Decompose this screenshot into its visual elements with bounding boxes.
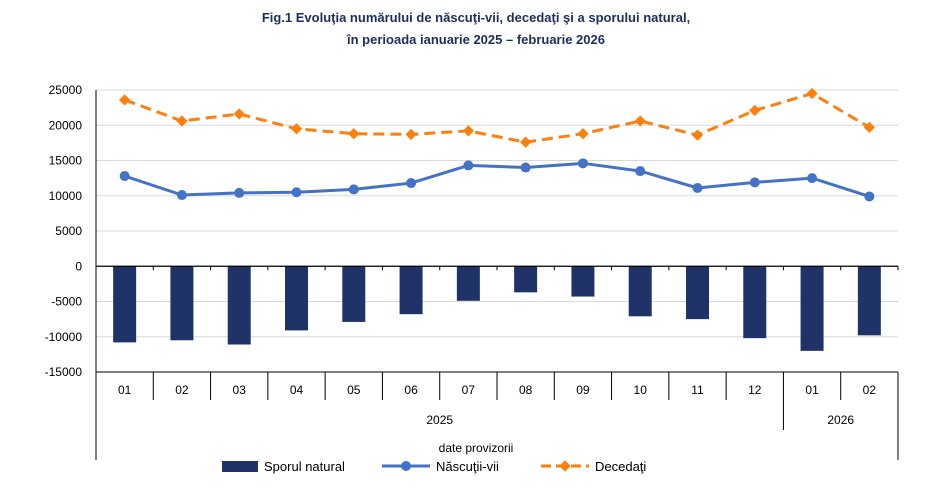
year-label: 2026 [827, 413, 854, 427]
y-tick-label: 5000 [55, 224, 82, 238]
bar [342, 266, 366, 322]
x-tick-label: 05 [347, 383, 361, 397]
data-point [119, 171, 130, 182]
y-tick-label: -15000 [45, 365, 83, 379]
data-point [691, 129, 704, 141]
data-point [463, 160, 474, 171]
x-tick-label: 03 [233, 383, 247, 397]
data-point [406, 178, 417, 189]
data-point [405, 128, 417, 141]
x-tick-label: 01 [118, 383, 132, 397]
y-tick-label: -10000 [45, 330, 83, 344]
bar [285, 266, 308, 331]
data-point [348, 128, 360, 140]
bar [170, 266, 194, 341]
chart-title: Fig.1 Evoluţia numărului de născuţi-vii,… [262, 10, 690, 25]
x-tick-label: 10 [634, 383, 648, 397]
series-line [124, 91, 871, 144]
note-label: date provizorii [439, 441, 514, 455]
x-tick-label: 06 [404, 383, 418, 397]
data-point [519, 136, 532, 148]
x-tick-label: 08 [519, 383, 533, 397]
data-point [348, 184, 359, 195]
data-point [291, 187, 302, 198]
data-point [864, 191, 875, 202]
legend-label: Născuţii-vii [436, 459, 499, 474]
legend-swatch-bar [222, 461, 258, 472]
x-tick-label: 09 [576, 383, 590, 397]
data-point [692, 182, 703, 193]
x-tick-label: 12 [748, 383, 762, 397]
bar [227, 266, 251, 345]
legend-marker [559, 460, 571, 472]
y-tick-label: 15000 [49, 154, 83, 168]
y-tick-label: -5000 [51, 295, 82, 309]
bar [743, 266, 767, 339]
series-line [124, 161, 870, 198]
bar [399, 266, 423, 315]
x-tick-label: 02 [863, 383, 877, 397]
data-point [118, 94, 131, 106]
x-tick-label: 02 [175, 383, 189, 397]
data-point [462, 125, 475, 137]
legend-marker [401, 461, 411, 471]
chart-subtitle: în perioada ianuarie 2025 – februarie 20… [346, 32, 605, 47]
data-point [577, 128, 589, 140]
bar [514, 266, 538, 293]
bar [857, 266, 881, 336]
x-tick-label: 01 [805, 383, 819, 397]
x-tick-label: 11 [691, 383, 704, 397]
x-tick-label: 07 [462, 383, 476, 397]
data-point [635, 166, 646, 177]
data-point [749, 177, 760, 188]
bar [113, 266, 137, 343]
data-point [749, 104, 761, 117]
data-point [807, 173, 818, 184]
y-tick-label: 0 [75, 259, 82, 273]
bar [800, 266, 824, 351]
x-tick-label: 04 [290, 383, 304, 397]
legend-label: Sporul natural [264, 459, 345, 474]
y-tick-label: 25000 [49, 83, 83, 97]
bar [628, 266, 652, 317]
bar [686, 266, 709, 320]
bar [456, 266, 480, 301]
year-label: 2025 [426, 413, 453, 427]
y-tick-label: 20000 [49, 118, 83, 132]
data-point [520, 162, 531, 173]
data-point [233, 108, 245, 120]
data-point [577, 158, 588, 169]
data-point [176, 190, 187, 201]
legend-label: Decedaţi [595, 459, 646, 474]
bar [571, 266, 595, 297]
y-tick-label: 10000 [49, 189, 83, 203]
data-point [234, 187, 245, 198]
